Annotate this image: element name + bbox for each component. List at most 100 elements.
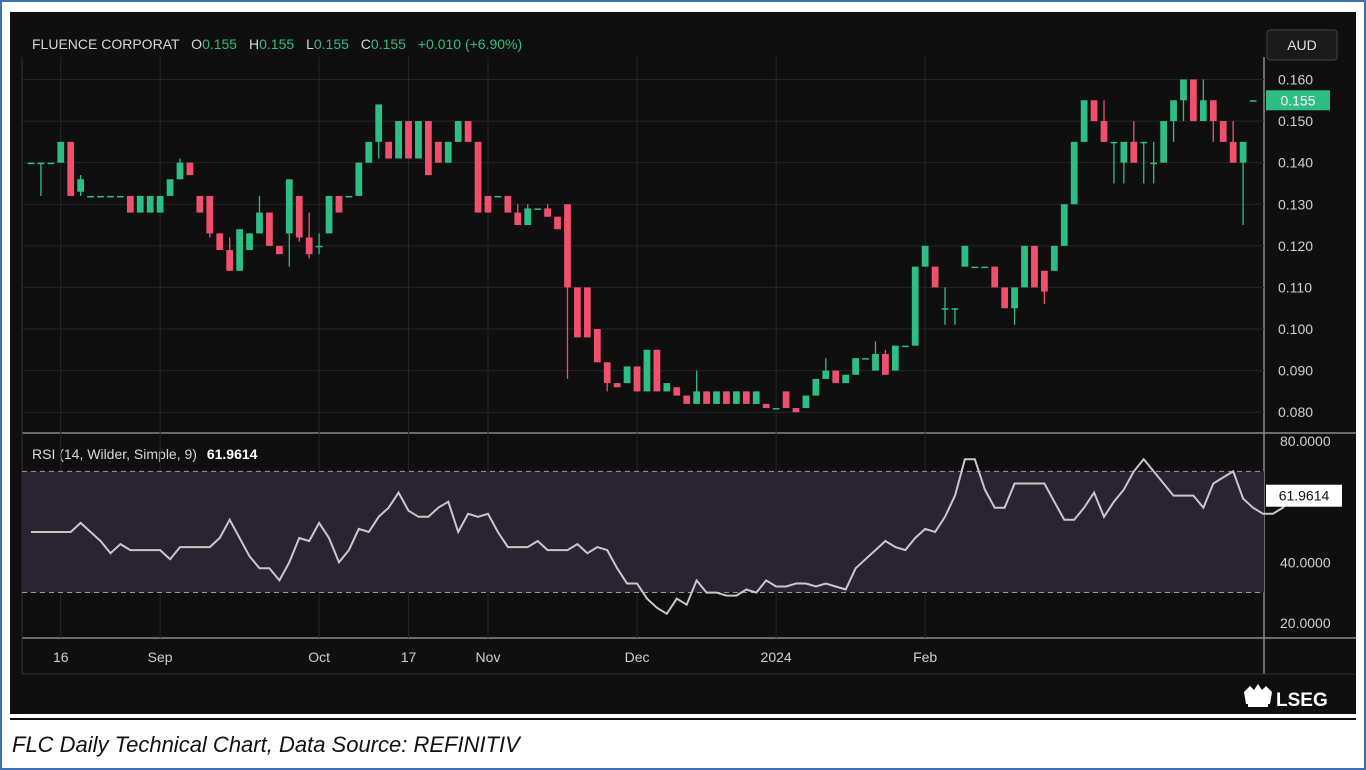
- currency-button[interactable]: AUD: [1266, 29, 1338, 61]
- candle-body: [395, 121, 402, 159]
- candle-body: [484, 195, 492, 213]
- candle-body: [653, 349, 661, 392]
- candle-body: [77, 179, 85, 192]
- rsi-tick-label: 20.0000: [1280, 615, 1331, 631]
- candle-body: [375, 104, 383, 142]
- candle-body: [504, 195, 512, 213]
- candle-body: [772, 408, 780, 410]
- candle-body: [1090, 100, 1098, 122]
- price-tick-label: 0.150: [1278, 113, 1313, 129]
- candle-body: [673, 387, 681, 396]
- close-value: 0.155: [371, 36, 406, 52]
- candle-body: [603, 362, 611, 384]
- candle-body: [365, 141, 373, 163]
- candle-body: [911, 266, 919, 346]
- candle-body: [822, 370, 830, 379]
- candle-body: [882, 353, 889, 375]
- price-tick-label: 0.120: [1278, 238, 1313, 254]
- price-tick-label: 0.100: [1278, 321, 1313, 337]
- candle-body: [891, 345, 899, 371]
- candle-body: [107, 195, 114, 198]
- candle-body: [633, 366, 641, 392]
- candle-body: [97, 195, 104, 198]
- candle-body: [1021, 245, 1028, 288]
- candle-body: [226, 250, 234, 271]
- candle-body: [951, 308, 959, 310]
- candle-body: [762, 403, 770, 409]
- candle-body: [266, 212, 273, 246]
- caption-divider: [10, 718, 1356, 720]
- candle-body: [305, 237, 313, 255]
- candle-body: [1080, 100, 1088, 142]
- candle-body: [216, 233, 224, 250]
- candle-body: [136, 195, 144, 213]
- candle-body: [126, 195, 134, 213]
- candle-body: [613, 383, 621, 388]
- candle-body: [643, 349, 651, 392]
- candle-body: [434, 141, 442, 163]
- candle-body: [1100, 121, 1108, 142]
- candle-body: [1180, 79, 1187, 101]
- candle-body: [683, 395, 691, 404]
- candle-body: [1229, 141, 1237, 163]
- candle-body: [186, 162, 194, 176]
- open-value: 0.155: [202, 36, 237, 52]
- high-value: 0.155: [259, 36, 294, 52]
- rsi-band: [22, 471, 1264, 593]
- candle-body: [901, 345, 909, 348]
- candle-body: [1170, 100, 1177, 122]
- time-tick-label: Feb: [913, 649, 937, 665]
- candle-body: [812, 378, 820, 396]
- candle-body: [623, 366, 631, 384]
- candle-body: [425, 121, 432, 176]
- price-tick-label: 0.110: [1278, 279, 1312, 295]
- candle-body: [1160, 121, 1167, 163]
- candle-body: [862, 358, 869, 360]
- price-tick-label: 0.130: [1278, 196, 1313, 212]
- rsi-current-value: 61.9614: [207, 446, 258, 462]
- time-tick-label: Nov: [476, 649, 501, 665]
- candle-body: [554, 216, 561, 230]
- candle-body: [564, 204, 571, 288]
- candle-body: [275, 245, 283, 255]
- candle-body: [1031, 245, 1038, 288]
- candle-body: [146, 195, 154, 213]
- candle-body: [67, 141, 75, 196]
- candle-body: [1199, 100, 1207, 122]
- price-tick-label: 0.080: [1278, 404, 1313, 420]
- candle-body: [921, 245, 929, 267]
- candle-body: [57, 141, 65, 163]
- price-chart-svg[interactable]: FLUENCE CORPORAT O0.155 H0.155 L0.155 C0…: [10, 12, 1356, 714]
- candle-body: [524, 208, 532, 226]
- currency-label: AUD: [1287, 37, 1317, 53]
- candle-body: [971, 266, 979, 269]
- candle-body: [295, 195, 303, 238]
- candle-body: [1130, 141, 1138, 163]
- candle-body: [782, 391, 790, 409]
- candle-body: [285, 179, 293, 234]
- high-label: H: [249, 36, 259, 52]
- time-tick-label: 2024: [761, 649, 792, 665]
- rsi-tick-label: 80.0000: [1280, 433, 1331, 449]
- last-price-tag: [1266, 90, 1330, 111]
- ohlc-header: FLUENCE CORPORAT O0.155 H0.155 L0.155 C0…: [32, 36, 522, 52]
- time-tick-label: Oct: [308, 649, 330, 665]
- candle-body: [991, 266, 999, 288]
- candle-body: [474, 141, 482, 213]
- candle-body: [1120, 141, 1128, 163]
- candle-body: [117, 195, 124, 198]
- rsi-label: RSI (14, Wilder, Simple, 9): [32, 446, 197, 462]
- candle-body: [941, 308, 949, 310]
- time-tick-label: Sep: [148, 649, 173, 665]
- candle-body: [256, 212, 263, 234]
- candle-body: [593, 329, 601, 363]
- time-tick-label: 16: [53, 649, 69, 665]
- candle-body: [931, 266, 939, 288]
- candle-body: [176, 162, 184, 180]
- candle-body: [742, 391, 750, 404]
- candle-body: [27, 162, 35, 165]
- lseg-logo: LSEG: [1244, 684, 1328, 711]
- candle-body: [1140, 141, 1148, 144]
- candle-body: [246, 233, 253, 250]
- price-tick-label: 0.160: [1278, 71, 1313, 87]
